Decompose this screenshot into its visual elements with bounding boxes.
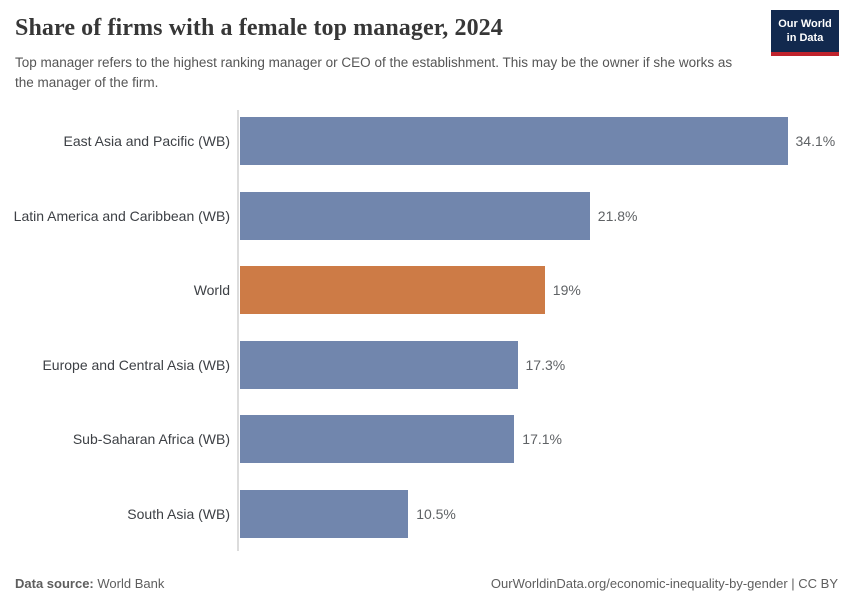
bar[interactable]: [239, 340, 518, 389]
bar-row: South Asia (WB) 10.5%: [0, 477, 850, 552]
owid-logo: Our World in Data: [771, 10, 839, 56]
owid-logo-line2: in Data: [786, 32, 824, 45]
category-label: World: [193, 282, 230, 299]
bar-track: 19%: [238, 253, 850, 328]
chart-footer: Data source: World Bank OurWorldinData.o…: [15, 576, 838, 591]
bar[interactable]: [239, 489, 409, 538]
bar-chart: East Asia and Pacific (WB) 34.1% Latin A…: [0, 104, 850, 551]
page-title: Share of firms with a female top manager…: [15, 15, 503, 41]
bar-row: Sub-Saharan Africa (WB) 17.1%: [0, 402, 850, 477]
value-label: 34.1%: [795, 133, 836, 150]
chart-subtitle: Top manager refers to the highest rankin…: [15, 55, 733, 90]
bar-row: World 19%: [0, 253, 850, 328]
bar-track: 10.5%: [238, 477, 850, 552]
bar-track: 17.1%: [238, 402, 850, 477]
value-label: 17.3%: [525, 356, 566, 373]
value-label: 10.5%: [416, 505, 456, 522]
value-label: 17.1%: [522, 431, 562, 448]
y-axis-line: [237, 110, 239, 551]
category-label: Sub-Saharan Africa (WB): [72, 431, 230, 448]
category-label: Latin America and Caribbean (WB): [13, 207, 230, 224]
attribution-link[interactable]: OurWorldinData.org/economic-inequality-b…: [490, 576, 838, 591]
bar[interactable]: [239, 266, 545, 315]
bar-track: 34.1%: [238, 104, 850, 179]
data-source-value: World Bank: [97, 576, 165, 591]
bar[interactable]: [239, 415, 515, 464]
bar-track: 17.3%: [238, 328, 850, 403]
data-source-label: Data source:: [15, 576, 94, 591]
category-label: South Asia (WB): [127, 505, 230, 522]
bar-row: Europe and Central Asia (WB) 17.3%: [0, 328, 850, 403]
data-source: Data source: World Bank: [15, 576, 164, 591]
category-label: East Asia and Pacific (WB): [63, 133, 230, 150]
bar-row: Latin America and Caribbean (WB) 21.8%: [0, 179, 850, 254]
value-label: 21.8%: [597, 207, 638, 224]
bar-rows: East Asia and Pacific (WB) 34.1% Latin A…: [0, 104, 850, 551]
value-label: 19%: [552, 282, 581, 299]
owid-logo-line1: Our World: [778, 18, 832, 30]
bar[interactable]: [239, 117, 788, 166]
bar-track: 21.8%: [238, 179, 850, 254]
bar-row: East Asia and Pacific (WB) 34.1%: [0, 104, 850, 179]
bar[interactable]: [239, 191, 590, 240]
category-label: Europe and Central Asia (WB): [42, 356, 230, 373]
